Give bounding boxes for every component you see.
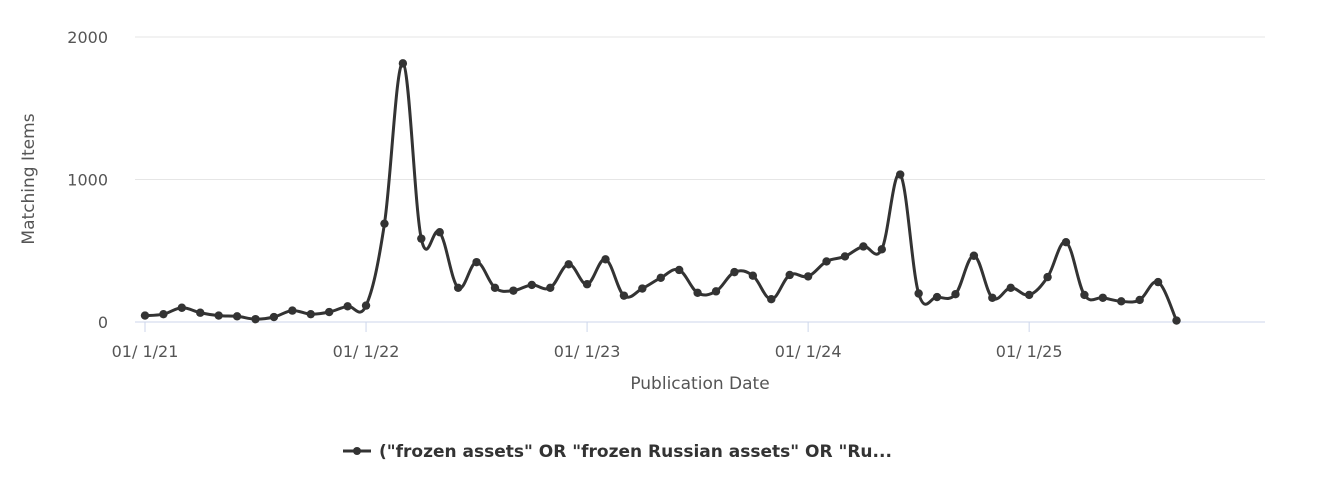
series-group — [140, 59, 1181, 325]
data-point[interactable] — [656, 273, 665, 283]
data-point[interactable] — [453, 283, 463, 292]
x-tick-label: 01/ 1/23 — [554, 342, 621, 361]
data-point[interactable] — [840, 252, 850, 261]
legend-dot-marker — [353, 447, 361, 455]
data-point[interactable] — [1117, 297, 1126, 306]
x-tick-label: 01/ 1/22 — [333, 342, 400, 361]
data-point[interactable] — [1043, 272, 1052, 282]
data-point[interactable] — [638, 284, 647, 293]
data-point[interactable] — [490, 283, 500, 292]
data-point[interactable] — [896, 170, 905, 179]
data-point[interactable] — [914, 289, 923, 298]
data-point[interactable] — [711, 287, 721, 296]
data-point[interactable] — [564, 260, 573, 269]
data-point[interactable] — [325, 307, 334, 317]
data-point[interactable] — [417, 234, 426, 243]
y-axis-title: Matching Items — [19, 113, 39, 244]
x-tick-label: 01/ 1/24 — [775, 342, 842, 361]
data-point[interactable] — [1153, 277, 1163, 287]
data-point[interactable] — [509, 286, 518, 295]
data-point[interactable] — [527, 280, 537, 290]
data-point[interactable] — [767, 295, 776, 304]
x-axis-title: Publication Date — [630, 374, 769, 394]
data-point[interactable] — [269, 312, 279, 322]
data-point[interactable] — [969, 251, 979, 260]
legend[interactable]: ("frozen assets" OR "frozen Russian asse… — [343, 442, 892, 462]
data-point[interactable] — [361, 301, 371, 310]
data-point[interactable] — [232, 312, 242, 321]
data-point[interactable] — [1061, 238, 1071, 247]
data-point[interactable] — [251, 314, 260, 324]
data-point[interactable] — [1098, 293, 1108, 302]
data-point[interactable] — [674, 265, 684, 275]
data-point[interactable] — [932, 292, 942, 302]
data-point[interactable] — [159, 309, 168, 319]
data-point[interactable] — [951, 290, 960, 299]
y-tick-label: 2000 — [67, 28, 108, 47]
data-point[interactable] — [546, 283, 555, 292]
axes: 0 1000 2000 01/ 1/21 01/ 1/22 01/ 1/23 01/ 1/2… — [67, 28, 1265, 361]
data-point[interactable] — [1024, 290, 1034, 300]
cropped-caption-strip — [0, 486, 1318, 496]
grid-lines — [135, 36, 1265, 180]
y-tick-label: 1000 — [67, 171, 108, 190]
data-point[interactable] — [1172, 316, 1181, 325]
data-point[interactable] — [288, 306, 297, 315]
x-tick-label: 01/ 1/25 — [996, 342, 1063, 361]
legend-series-label[interactable]: ("frozen assets" OR "frozen Russian asse… — [379, 442, 892, 462]
data-point[interactable] — [196, 308, 205, 317]
data-point[interactable] — [177, 303, 187, 312]
data-point[interactable] — [730, 267, 739, 277]
data-point[interactable] — [435, 228, 444, 237]
data-point[interactable] — [398, 59, 408, 68]
data-point[interactable] — [214, 311, 223, 320]
data-point[interactable] — [343, 302, 352, 311]
data-point[interactable] — [988, 293, 997, 302]
y-tick-label: 0 — [98, 313, 108, 332]
data-point[interactable] — [1135, 295, 1144, 305]
data-point[interactable] — [619, 291, 629, 300]
data-point[interactable] — [785, 270, 794, 280]
series-line — [144, 61, 1178, 322]
data-point[interactable] — [472, 257, 481, 267]
data-point[interactable] — [693, 288, 702, 297]
data-point[interactable] — [582, 280, 592, 289]
data-point[interactable] — [822, 257, 831, 266]
data-point[interactable] — [140, 311, 150, 320]
data-point[interactable] — [748, 271, 758, 280]
x-tick-label: 01/ 1/21 — [112, 342, 179, 361]
data-point[interactable] — [803, 272, 813, 281]
data-point[interactable] — [877, 245, 886, 254]
data-point[interactable] — [1006, 283, 1015, 292]
data-point[interactable] — [306, 309, 315, 319]
data-point[interactable] — [859, 242, 868, 251]
data-point[interactable] — [1080, 290, 1089, 300]
data-point[interactable] — [380, 219, 389, 228]
data-point[interactable] — [601, 255, 610, 264]
